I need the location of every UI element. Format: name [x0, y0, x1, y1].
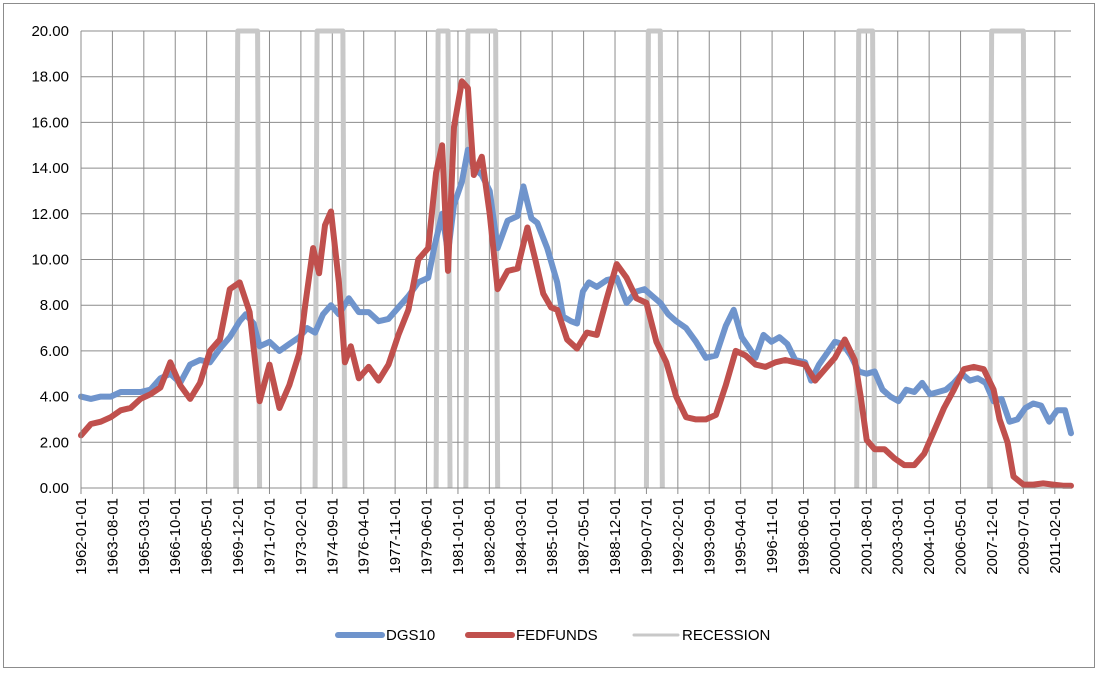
x-tick-label: 1987-05-01 [576, 498, 593, 575]
gridlines [80, 30, 1071, 488]
legend-label-fedfunds: FEDFUNDS [516, 627, 598, 644]
legend-label-recession: RECESSION [682, 627, 770, 644]
x-tick-label: 1968-05-01 [199, 498, 216, 575]
recession-period-line [854, 28, 878, 489]
x-tick-label: 1992-02-01 [670, 498, 687, 575]
axes [80, 31, 1071, 494]
series-line-fedfunds [78, 78, 1074, 489]
line-chart: 0.00 2.00 4.00 6.00 8.00 10.00 12.00 14.00 16.00… [31, 23, 1074, 644]
x-tick-label: 1981-01-01 [450, 498, 467, 575]
x-tick-label: 1988-12-01 [607, 498, 624, 575]
x-tick-label: 1993-09-01 [701, 498, 718, 575]
y-tick-label: 12.00 [31, 206, 69, 223]
x-tick-label: 2009-07-01 [1015, 498, 1032, 575]
y-tick-label: 16.00 [31, 114, 69, 131]
x-tick-label: 2000-01-01 [827, 498, 844, 575]
y-tick-label: 8.00 [40, 297, 69, 314]
legend-label-dgs10: DGS10 [386, 627, 435, 644]
x-tick-label: 2007-12-01 [984, 498, 1001, 575]
x-tick-label: 1984-03-01 [513, 498, 530, 575]
recession-period-line [643, 28, 665, 489]
y-tick-label: 20.00 [31, 23, 69, 40]
x-tick-label: 1977-11-01 [387, 498, 404, 574]
y-axis-tick-labels: 0.00 2.00 4.00 6.00 8.00 10.00 12.00 14.00 16.00… [31, 23, 69, 497]
x-tick-label: 1974-09-01 [324, 498, 341, 575]
x-tick-label: 1971-07-01 [261, 498, 278, 575]
x-tick-label: 1979-06-01 [419, 498, 436, 575]
y-tick-label: 10.00 [31, 252, 69, 269]
x-tick-label: 1985-10-01 [544, 498, 561, 575]
x-tick-label: 1966-10-01 [167, 498, 184, 575]
y-tick-label: 14.00 [31, 160, 69, 177]
y-tick-label: 18.00 [31, 69, 69, 86]
x-tick-label: 1962-01-01 [73, 498, 90, 575]
x-tick-label: 2001-08-01 [858, 498, 875, 575]
legend: DGS10 FEDFUNDS RECESSION [335, 627, 770, 644]
x-tick-label: 1990-07-01 [638, 498, 655, 575]
x-tick-label: 1973-02-01 [293, 498, 310, 575]
y-tick-label: 4.00 [40, 389, 69, 406]
series-line-dgs10 [78, 146, 1074, 437]
y-tick-label: 2.00 [40, 434, 69, 451]
x-tick-label: 1965-03-01 [136, 498, 153, 575]
data-series [78, 78, 1074, 489]
x-tick-label: 1998-06-01 [795, 498, 812, 575]
x-tick-label: 1982-08-01 [481, 498, 498, 575]
x-tick-label: 2006-05-01 [953, 498, 970, 575]
x-tick-label: 1963-08-01 [104, 498, 121, 575]
y-tick-label: 0.00 [40, 480, 69, 497]
x-tick-label: 1995-04-01 [733, 498, 750, 575]
x-axis-tick-labels: 1962-01-01 1963-08-01 1965-03-01 1966-10-01… [73, 498, 1064, 575]
x-tick-label: 1996-11-01 [764, 498, 781, 574]
x-tick-label: 2004-10-01 [921, 498, 938, 575]
recession-period-line [987, 28, 1028, 489]
x-tick-label: 1976-04-01 [356, 498, 373, 575]
y-tick-label: 6.00 [40, 343, 69, 360]
chart-frame: 0.00 2.00 4.00 6.00 8.00 10.00 12.00 14.00 16.00… [3, 3, 1095, 668]
x-tick-label: 1969-12-01 [230, 498, 247, 575]
x-tick-label: 2011-02-01 [1047, 498, 1064, 574]
x-tick-label: 2003-03-01 [890, 498, 907, 575]
recession-period-line [233, 28, 263, 489]
